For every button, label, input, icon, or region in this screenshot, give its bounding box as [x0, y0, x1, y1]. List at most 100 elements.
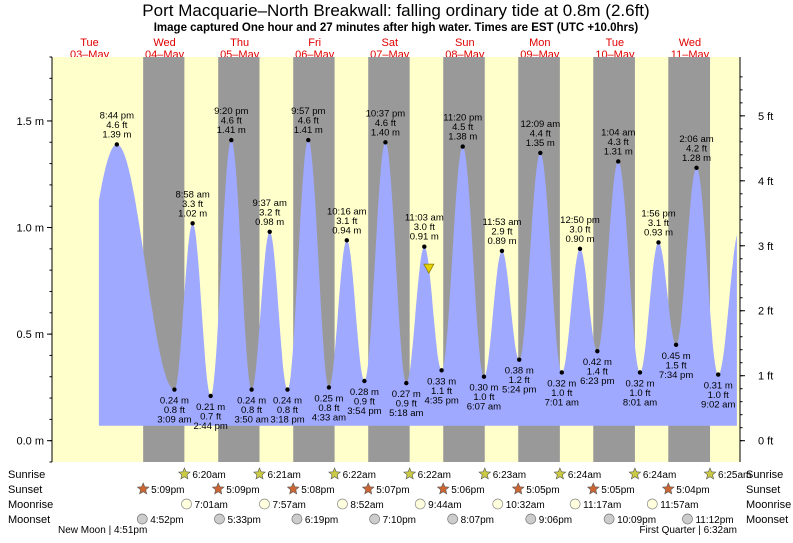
moonrise-icon: [646, 498, 658, 510]
tide-point-1: [172, 387, 177, 392]
tide-label-27-1: 1.5 ft: [666, 360, 687, 371]
tide-label-10-1: 3.1 ft: [336, 216, 357, 227]
tide-label-22-0: 12:50 pm: [560, 215, 600, 226]
sunrise-icon: [478, 467, 492, 480]
tide-label-23-0: 0.42 m: [583, 357, 612, 368]
moonset-time-7: 11:12pm: [695, 515, 733, 526]
day-name-6: Mon: [529, 37, 550, 49]
tide-label-1-1: 0.8 ft: [164, 405, 185, 416]
tide-label-29-0: 0.31 m: [704, 381, 733, 392]
tide-label-19-1: 1.2 ft: [509, 375, 530, 386]
moon-phase-new: New Moon | 4:51pm: [58, 525, 147, 536]
sunrise-icon: [253, 467, 266, 480]
tide-label-5-2: 3:50 am: [234, 415, 268, 426]
tide-point-22: [577, 246, 583, 252]
tide-label-11-1: 0.9 ft: [354, 397, 375, 408]
tide-point-0: [114, 142, 120, 147]
moonset-icon: [136, 513, 148, 525]
right-tick-label-1: 1 ft: [758, 371, 773, 383]
row-label-left-moonrise: Moonrise: [8, 499, 53, 511]
current-tide-marker-shape: [423, 263, 435, 274]
sunset-time-0: 5:09pm: [151, 485, 184, 496]
sunrise-icon: [703, 467, 717, 480]
tide-label-9-2: 4:33 am: [312, 412, 346, 423]
tide-point-7: [285, 387, 290, 392]
tide-label-12-1: 4.6 ft: [375, 118, 396, 129]
row-label-left-moonset: Moonset: [8, 514, 50, 526]
tide-label-1-0: 0.24 m: [160, 396, 189, 407]
moon-phase-first-quarter: First Quarter | 6:32am: [639, 525, 737, 536]
moonset-time-2: 6:19pm: [305, 515, 338, 526]
moonset-time-1: 5:33pm: [227, 515, 260, 526]
tide-label-19-0: 0.38 m: [505, 366, 534, 377]
tide-label-28-0: 2:06 am: [679, 134, 713, 145]
sunset-icon: [511, 482, 525, 495]
day-name-5: Sun: [455, 37, 475, 49]
moonrise-icon: [414, 498, 426, 510]
tide-area: [98, 140, 737, 426]
tide-label-1-2: 3:09 am: [157, 415, 191, 426]
moonset-icon: [214, 513, 225, 525]
tide-label-24-1: 4.3 ft: [608, 137, 629, 148]
moonset-icon: [525, 513, 537, 525]
tide-label-17-0: 0.30 m: [469, 383, 498, 394]
tide-point-17: [481, 374, 487, 379]
tide-label-27-0: 0.45 m: [662, 351, 691, 362]
tide-label-22-1: 3.0 ft: [569, 224, 590, 235]
day-name-4: Sat: [381, 37, 398, 49]
right-tick-label-4: 4 ft: [758, 176, 773, 188]
sunset-time-3: 5:07pm: [376, 485, 409, 496]
moonset-time-4: 8:07pm: [461, 515, 494, 526]
tide-point-28: [694, 165, 699, 171]
tide-point-23: [595, 348, 600, 354]
row-label-right-sunset: Sunset: [746, 484, 780, 496]
row-label-left-sunrise: Sunrise: [8, 469, 45, 481]
tide-label-7-1: 0.8 ft: [277, 405, 298, 416]
tide-point-4: [229, 137, 234, 143]
moonrise-icon: [181, 498, 192, 510]
sunrise-time-1: 6:21am: [267, 470, 300, 481]
tide-label-24-2: 1.31 m: [604, 146, 633, 157]
tide-point-25: [637, 370, 643, 375]
current-tide-marker: [423, 263, 435, 274]
tide-label-28-2: 1.28 m: [682, 153, 711, 164]
tide-label-7-0: 0.24 m: [273, 396, 302, 407]
tide-label-26-1: 3.1 ft: [648, 218, 669, 229]
tide-label-17-1: 1.0 ft: [473, 392, 494, 403]
moonset-time-0: 4:52pm: [150, 515, 183, 526]
tide-label-20-0: 12:09 am: [521, 119, 561, 130]
tide-label-10-2: 0.94 m: [332, 225, 361, 236]
tide-label-23-1: 1.4 ft: [587, 367, 608, 378]
tide-label-12-2: 1.40 m: [371, 127, 400, 138]
sunset-icon: [586, 482, 600, 495]
right-axis: 0 ft 1 ft 2 ft 3 ft 4 ft 5 ft: [739, 57, 773, 462]
tide-point-10: [344, 238, 349, 243]
tide-label-8-1: 4.6 ft: [298, 116, 319, 127]
sunset-time-1: 5:09pm: [226, 485, 259, 496]
tide-label-14-2: 0.91 m: [410, 232, 439, 243]
tide-label-10-0: 10:16 am: [327, 206, 367, 217]
tide-point-29: [716, 372, 721, 377]
sunrise-time-3: 6:22am: [418, 470, 451, 481]
tide-label-13-1: 0.9 ft: [396, 399, 417, 410]
tide-label-23-2: 6:23 pm: [580, 376, 614, 387]
tide-label-7-2: 3:18 pm: [270, 415, 304, 426]
chart-subtitle: Image captured One hour and 27 minutes a…: [154, 22, 639, 34]
tide-point-26: [656, 240, 661, 245]
sunrise-time-0: 6:20am: [192, 470, 225, 481]
tide-label-6-0: 9:37 am: [253, 198, 287, 209]
sunrise-time-7: 6:25am: [718, 470, 751, 481]
row-label-right-sunrise: Sunrise: [746, 469, 783, 481]
tide-label-21-2: 7:01 am: [545, 397, 579, 408]
right-tick-label-0: 0 ft: [758, 436, 773, 448]
sunset-time-7: 5:04pm: [676, 485, 709, 496]
tide-point-13: [404, 380, 409, 386]
sunrise-time-5: 6:24am: [568, 470, 601, 481]
right-tick-label-2: 2 ft: [758, 306, 773, 318]
tide-label-17-2: 6:07 am: [467, 402, 501, 413]
tide-label-8-2: 1.41 m: [294, 125, 323, 136]
day-name-3: Fri: [308, 37, 321, 49]
tide-label-0-2: 1.39 m: [102, 129, 131, 140]
tide-label-6-1: 3.2 ft: [259, 207, 280, 218]
